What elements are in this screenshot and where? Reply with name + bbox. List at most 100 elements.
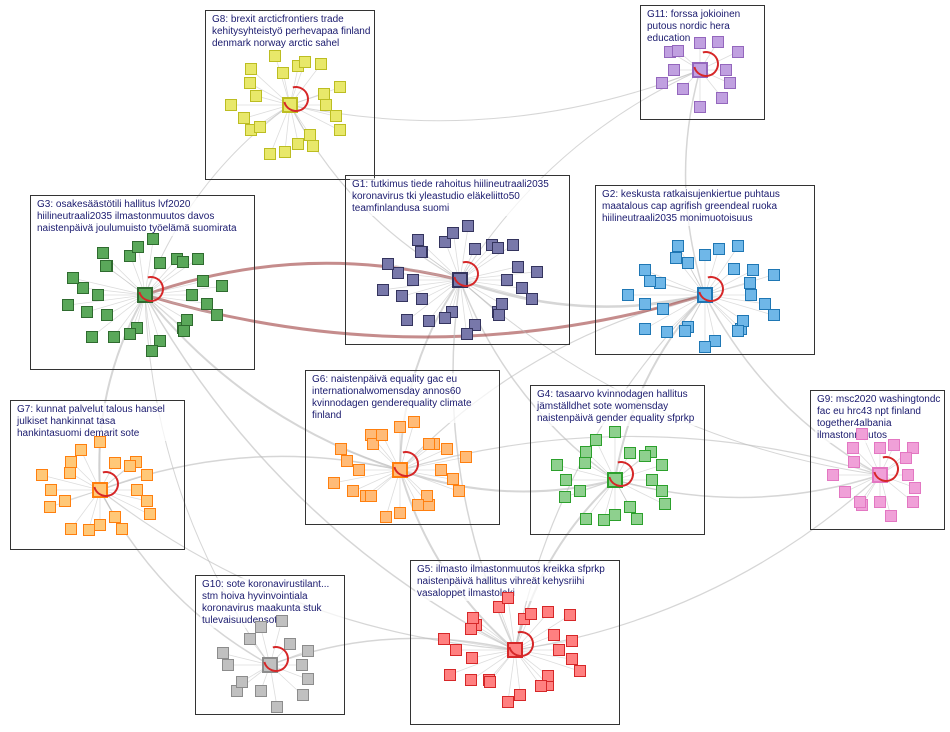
- node: [759, 298, 771, 310]
- node: [694, 101, 706, 113]
- group-label-G5: G5: ilmasto ilmastonmuutos kreikka sfprk…: [415, 563, 619, 601]
- node: [65, 456, 77, 468]
- node: [211, 309, 223, 321]
- node: [116, 523, 128, 535]
- node: [679, 325, 691, 337]
- node: [580, 446, 592, 458]
- node: [192, 253, 204, 265]
- node: [86, 331, 98, 343]
- node: [900, 452, 912, 464]
- node: [460, 451, 472, 463]
- node: [330, 110, 342, 122]
- node: [548, 629, 560, 641]
- group-label-G3: G3: osakesäästötili hallitus lvf2020 hii…: [35, 198, 254, 236]
- node: [438, 633, 450, 645]
- node: [535, 680, 547, 692]
- node: [668, 64, 680, 76]
- node: [186, 289, 198, 301]
- node: [461, 328, 473, 340]
- node: [492, 242, 504, 254]
- node: [677, 83, 689, 95]
- node: [77, 282, 89, 294]
- node: [394, 507, 406, 519]
- node: [315, 58, 327, 70]
- node: [341, 455, 353, 467]
- node: [447, 473, 459, 485]
- node: [639, 450, 651, 462]
- node: [609, 426, 621, 438]
- node: [768, 309, 780, 321]
- node: [335, 443, 347, 455]
- node: [67, 272, 79, 284]
- node: [441, 443, 453, 455]
- node: [531, 266, 543, 278]
- group-label-G9: G9: msc2020 washingtondc fac eu hrc43 np…: [815, 393, 944, 443]
- node: [299, 56, 311, 68]
- node: [672, 240, 684, 252]
- node: [392, 267, 404, 279]
- node: [598, 514, 610, 526]
- node: [747, 264, 759, 276]
- node: [453, 485, 465, 497]
- node: [147, 233, 159, 245]
- node: [848, 456, 860, 468]
- node: [874, 496, 886, 508]
- node: [639, 298, 651, 310]
- node: [885, 510, 897, 522]
- node: [296, 659, 308, 671]
- node: [656, 485, 668, 497]
- node: [92, 289, 104, 301]
- node: [682, 257, 694, 269]
- node: [720, 64, 732, 76]
- node: [656, 77, 668, 89]
- node: [236, 676, 248, 688]
- node: [639, 323, 651, 335]
- node: [566, 635, 578, 647]
- node: [624, 501, 636, 513]
- node: [672, 45, 684, 57]
- node: [514, 689, 526, 701]
- node: [526, 293, 538, 305]
- node: [347, 485, 359, 497]
- node: [334, 124, 346, 136]
- node: [694, 37, 706, 49]
- node: [484, 676, 496, 688]
- node: [44, 501, 56, 513]
- node: [856, 428, 868, 440]
- node: [365, 490, 377, 502]
- node: [109, 457, 121, 469]
- node: [83, 524, 95, 536]
- node: [97, 247, 109, 259]
- node: [444, 669, 456, 681]
- node: [376, 429, 388, 441]
- node: [382, 258, 394, 270]
- node: [659, 498, 671, 510]
- node: [728, 263, 740, 275]
- node: [292, 138, 304, 150]
- node: [847, 442, 859, 454]
- node: [245, 63, 257, 75]
- node: [250, 90, 262, 102]
- node: [244, 633, 256, 645]
- node: [574, 665, 586, 677]
- node: [307, 140, 319, 152]
- node: [564, 609, 576, 621]
- node: [59, 495, 71, 507]
- group-G10: G10: sote koronavirustilant... stm hoiva…: [195, 575, 345, 715]
- node: [415, 246, 427, 258]
- node: [713, 243, 725, 255]
- node: [493, 309, 505, 321]
- node: [144, 508, 156, 520]
- node: [401, 314, 413, 326]
- node: [644, 275, 656, 287]
- node: [353, 464, 365, 476]
- node: [732, 240, 744, 252]
- node: [408, 416, 420, 428]
- node: [466, 652, 478, 664]
- node: [580, 513, 592, 525]
- node: [661, 326, 673, 338]
- node: [559, 491, 571, 503]
- node: [412, 234, 424, 246]
- node: [507, 239, 519, 251]
- group-label-G10: G10: sote koronavirustilant... stm hoiva…: [200, 578, 344, 628]
